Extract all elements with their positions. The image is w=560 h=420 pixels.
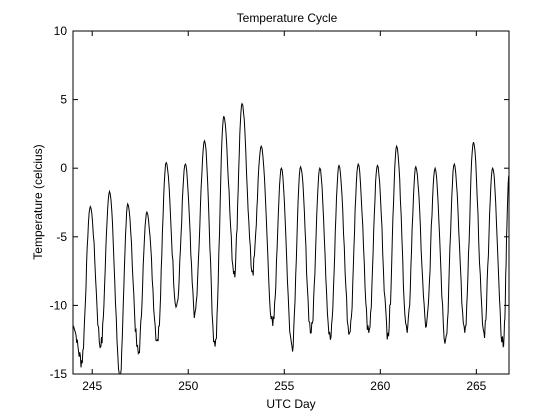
y-tick-label: 5: [60, 93, 67, 107]
axis-ticks: 245 250 255 260 265 -15 -10 -5 0 5 10: [50, 24, 509, 393]
x-tick-label: 250: [178, 379, 198, 393]
temperature-series-line: [72, 102, 510, 375]
x-axis-label: UTC Day: [266, 397, 315, 411]
chart-title: Temperature Cycle: [237, 11, 338, 25]
plot-area: [72, 30, 510, 375]
y-tick-label: -10: [50, 298, 68, 312]
y-tick-label: -15: [50, 367, 68, 381]
y-tick-label: 10: [54, 24, 68, 38]
y-tick-label: -5: [56, 230, 67, 244]
y-axis-label: Temperature (celcius): [31, 144, 45, 259]
x-tick-label: 255: [274, 379, 294, 393]
x-tick-label: 265: [466, 379, 486, 393]
x-tick-label: 260: [370, 379, 390, 393]
x-tick-label: 245: [82, 379, 102, 393]
y-tick-label: 0: [60, 161, 67, 175]
